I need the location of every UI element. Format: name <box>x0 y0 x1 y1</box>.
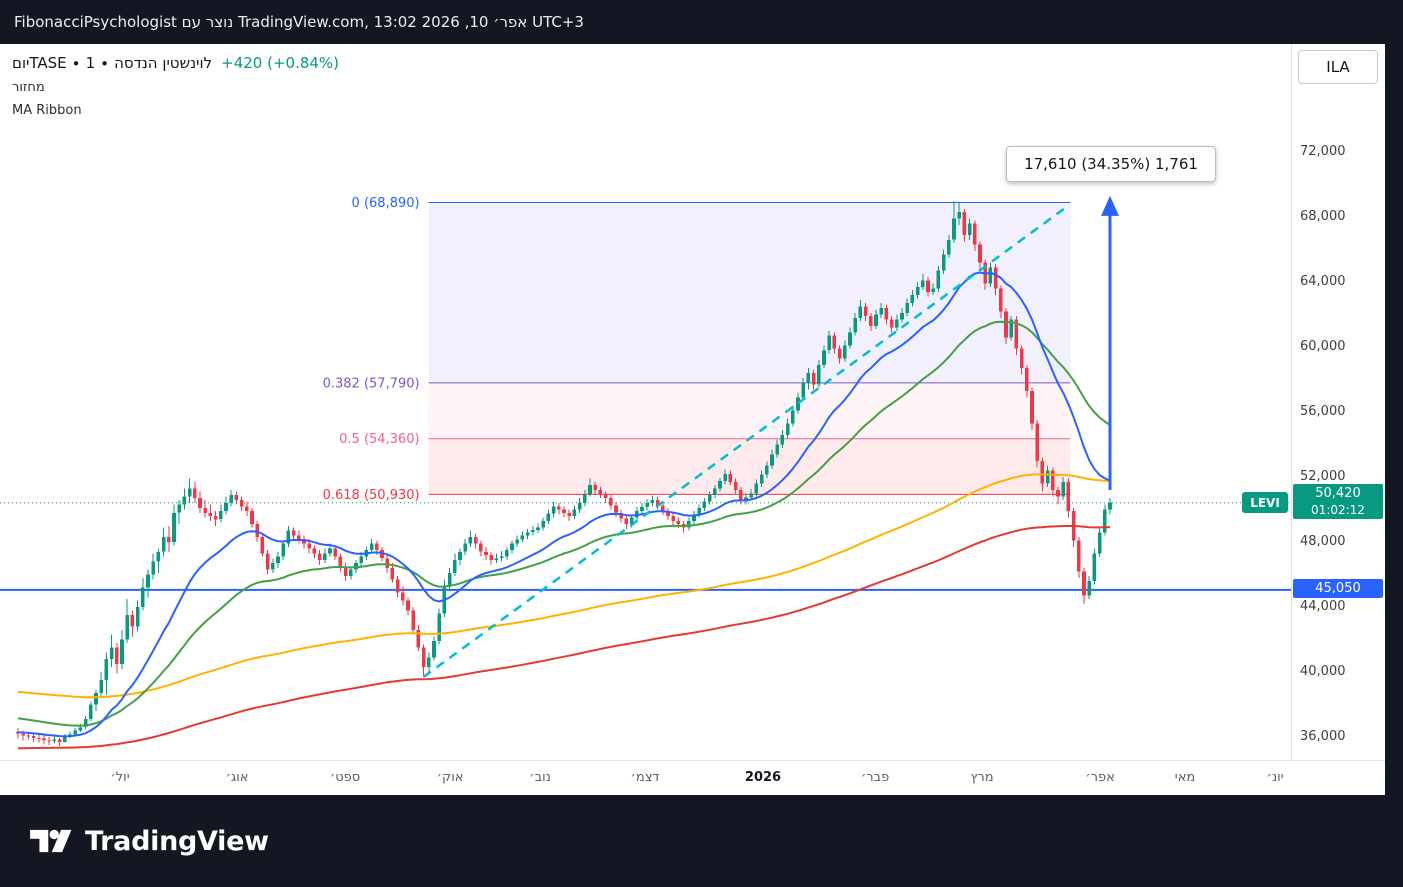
footer: TradingView <box>0 795 1403 887</box>
measurement-tooltip: 17,610 (34.35%) 1,761 <box>1006 146 1216 182</box>
price-change: +420 (+0.84%) <box>221 54 340 72</box>
time-tick-label: מאי <box>1174 770 1196 785</box>
time-tick-label: אוק׳ <box>436 770 464 785</box>
fib-level-label: 0.382 (57,790) <box>323 376 420 391</box>
symbol-legend[interactable]: לוינשטין הנדסה ∙ TASE ∙ 1יום +420 (+0.84… <box>12 54 339 72</box>
price-tick-label: 60,000 <box>1300 339 1346 354</box>
ma-line-yellow[interactable] <box>17 473 1111 699</box>
ma-line-green[interactable] <box>17 320 1111 727</box>
fib-level-label: 0 (68,890) <box>352 196 420 211</box>
attribution-text: FibonacciPsychologist נוצר עם TradingVie… <box>14 13 584 31</box>
price-tick-label: 48,000 <box>1300 534 1346 549</box>
top-right-symbol-box[interactable]: ILA <box>1298 50 1378 84</box>
current-price-value: 50,420 <box>1315 485 1361 501</box>
price-tick-label: 44,000 <box>1300 599 1346 614</box>
ma-line-blue[interactable] <box>17 271 1111 738</box>
fib-level-label: 0.5 (54,360) <box>339 432 419 447</box>
chart-plot[interactable]: 0 (68,890) 0.382 (57,790) 0.5 (54,360) 0.61… <box>0 44 1291 760</box>
time-tick-label: אוג׳ <box>225 770 249 785</box>
symbol-price-badge: LEVI <box>1242 492 1288 514</box>
price-tick-label: 52,000 <box>1300 469 1346 484</box>
price-tick-label: 72,000 <box>1300 144 1346 159</box>
measurement-arrow[interactable] <box>1101 195 1119 490</box>
time-tick-label: פבר׳ <box>860 770 890 785</box>
alert-price-axis-label: 45,050 <box>1293 578 1383 598</box>
price-tick-label: 56,000 <box>1300 404 1346 419</box>
price-tick-label: 68,000 <box>1300 209 1346 224</box>
fibonacci-retracement[interactable]: 0 (68,890) 0.382 (57,790) 0.5 (54,360) 0.61… <box>323 196 1071 503</box>
tradingview-logo[interactable]: TradingView <box>30 825 269 857</box>
time-scale[interactable]: יול׳ אוג׳ ספט׳ אוק׳ נוב׳ דצמ׳ 2026 פבר׳ מרץ אפר׳ מ… <box>0 760 1385 795</box>
time-tick-label: נוב׳ <box>529 770 551 785</box>
current-price-axis-label: 50,420 01:02:12 <box>1293 483 1383 520</box>
price-tick-label: 36,000 <box>1300 729 1346 744</box>
time-tick-label: 2026 <box>744 770 782 785</box>
volume-indicator-legend[interactable]: מחזור <box>12 80 45 95</box>
tradingview-logo-icon <box>30 829 72 853</box>
chart-panel: 0 (68,890) 0.382 (57,790) 0.5 (54,360) 0.61… <box>0 44 1385 795</box>
plot-svg[interactable]: 0 (68,890) 0.382 (57,790) 0.5 (54,360) 0.61… <box>0 44 1291 760</box>
price-scale[interactable]: ILA 50,420 01:02:12 45,050 72,000 68,000 6… <box>1291 44 1385 795</box>
chart-legend: לוינשטין הנדסה ∙ TASE ∙ 1יום +420 (+0.84… <box>12 54 339 118</box>
time-tick-label: דצמ׳ <box>630 770 660 785</box>
bar-countdown-timer: 01:02:12 <box>1311 503 1365 518</box>
price-tick-label: 40,000 <box>1300 664 1346 679</box>
time-tick-label: מרץ <box>970 770 994 785</box>
price-tick-label: 64,000 <box>1300 274 1346 289</box>
snapshot-header: FibonacciPsychologist נוצר עם TradingVie… <box>0 0 1403 44</box>
candlestick-series[interactable] <box>16 200 1112 746</box>
ma-line-red[interactable] <box>17 524 1111 750</box>
time-tick-label: אפר׳ <box>1085 770 1115 785</box>
trendline[interactable] <box>422 204 1070 678</box>
time-tick-label: יונ׳ <box>1266 770 1284 785</box>
brand-wordmark: TradingView <box>85 825 269 857</box>
time-tick-label: יול׳ <box>110 770 130 785</box>
time-tick-label: ספט׳ <box>329 770 361 785</box>
ma-ribbon-legend[interactable]: MA Ribbon <box>12 103 82 118</box>
symbol-title: לוינשטין הנדסה ∙ TASE ∙ 1יום <box>12 54 213 72</box>
fib-level-label: 0.618 (50,930) <box>323 488 420 503</box>
